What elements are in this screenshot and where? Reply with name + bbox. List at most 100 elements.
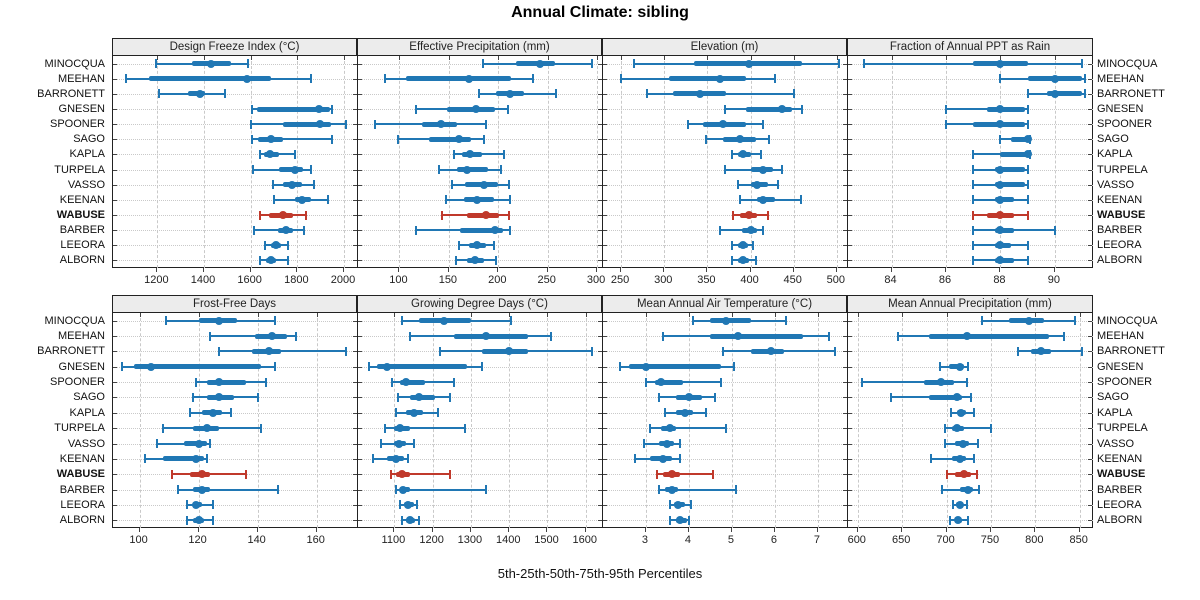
row-tick-left xyxy=(603,63,607,65)
median-dot xyxy=(291,165,299,174)
h-gridline xyxy=(848,320,1093,322)
whisker-cap-5th xyxy=(401,316,404,326)
whisker-cap-95th xyxy=(965,500,968,510)
whisker-cap-5th xyxy=(259,255,262,265)
h-gridline xyxy=(113,230,358,232)
site-label: SPOONER xyxy=(49,118,105,131)
panel-body-elevation-m xyxy=(602,56,848,268)
whisker-cap-5th xyxy=(395,485,398,495)
axis-tick-label: 1100 xyxy=(381,534,406,546)
axis-tick-top xyxy=(891,56,893,60)
panel-axis-effective-precipitation-mm: 100 150 200 250 300 xyxy=(357,268,605,292)
whisker-cap-5th xyxy=(945,119,947,129)
whisker-cap-5th xyxy=(642,439,645,449)
median-dot xyxy=(315,120,324,129)
median-dot xyxy=(953,393,962,402)
median-dot xyxy=(955,500,964,509)
whisker-line xyxy=(720,229,764,232)
row-tick-right xyxy=(1088,458,1092,460)
axis-tick-top xyxy=(707,56,709,60)
whisker-cap-95th xyxy=(733,362,736,372)
iqr-bar-25th-75th xyxy=(429,136,471,142)
whisker-line xyxy=(944,427,991,430)
panel-body-effective-precipitation-mm xyxy=(357,56,603,268)
axis-tick xyxy=(546,528,548,532)
row-tick-right xyxy=(353,320,357,322)
whisker-cap-95th xyxy=(509,225,512,235)
h-gridline xyxy=(848,78,1093,80)
h-gridline xyxy=(113,169,358,171)
row-tick-right xyxy=(353,109,357,110)
whisker-cap-95th xyxy=(752,240,755,250)
row-tick-right xyxy=(353,154,357,156)
row-tick-right xyxy=(1088,320,1092,322)
site-label: KEENAN xyxy=(1097,452,1143,465)
row-tick-right xyxy=(843,154,847,156)
row-tick-right xyxy=(843,520,847,522)
row-tick-left xyxy=(848,230,852,232)
whisker-cap-5th xyxy=(415,104,418,114)
whisker-cap-5th xyxy=(251,104,254,114)
row-tick-left xyxy=(603,382,607,384)
row-tick-left xyxy=(848,412,852,414)
site-label: MEEHAN xyxy=(57,330,105,343)
whisker-line xyxy=(396,488,487,491)
whisker-cap-5th xyxy=(981,316,984,326)
whisker-cap-5th xyxy=(438,165,440,175)
site-label: TURPELA xyxy=(54,422,105,435)
median-dot xyxy=(721,316,730,325)
row-tick-left xyxy=(603,443,607,445)
row-tick-left xyxy=(848,124,852,126)
whisker-cap-5th xyxy=(252,165,254,175)
row-tick-right xyxy=(353,230,357,232)
whisker-cap-95th xyxy=(206,454,209,464)
panel-axis-mean-annual-air-temperature-c: 3 4 5 6 7 xyxy=(602,528,847,552)
row-tick-right xyxy=(1088,230,1092,232)
axis-tick xyxy=(999,268,1001,272)
row-tick-left xyxy=(358,504,362,506)
panel-body-mean-annual-air-temperature-c xyxy=(602,313,848,528)
whisker-cap-95th xyxy=(500,165,503,175)
row-tick-left xyxy=(603,412,607,414)
iqr-bar-25th-75th xyxy=(986,106,1025,112)
whisker-cap-95th xyxy=(713,392,716,402)
row-tick-left xyxy=(603,245,607,247)
axis-tick xyxy=(431,528,433,532)
row-tick-left xyxy=(848,504,852,506)
site-label: SAGO xyxy=(1097,391,1129,404)
whisker-cap-5th xyxy=(730,240,733,250)
whisker-cap-5th xyxy=(704,134,707,144)
whisker-cap-5th xyxy=(368,362,371,372)
axis-tick xyxy=(197,528,199,532)
median-dot xyxy=(1023,150,1032,159)
axis-tick xyxy=(256,528,258,532)
row-tick-left xyxy=(113,78,117,80)
whisker-cap-5th xyxy=(619,362,622,372)
whisker-cap-95th xyxy=(554,89,557,99)
axis-tick xyxy=(663,268,665,272)
whisker-cap-95th xyxy=(230,408,233,418)
median-dot xyxy=(281,226,290,235)
panel-axis-design-freeze-index-c: 1200 1400 1600 1800 2000 xyxy=(112,268,357,292)
whisker-cap-5th xyxy=(634,454,637,464)
whisker-cap-95th xyxy=(294,149,296,159)
axis-tick-top xyxy=(731,313,733,317)
median-dot xyxy=(996,180,1005,189)
whisker-cap-5th xyxy=(730,149,733,159)
row-tick-left xyxy=(113,474,117,476)
h-gridline xyxy=(848,245,1093,247)
whisker-cap-95th xyxy=(766,210,769,220)
median-dot xyxy=(491,226,500,235)
row-tick-left xyxy=(848,443,852,445)
row-tick-left xyxy=(603,169,607,171)
iqr-bar-25th-75th xyxy=(995,197,1015,203)
median-dot xyxy=(996,165,1005,174)
iqr-bar-25th-75th xyxy=(995,257,1015,263)
v-gridline xyxy=(498,56,500,268)
axis-tick-label: 120 xyxy=(188,534,207,546)
row-tick-right xyxy=(598,93,602,95)
whisker-cap-95th xyxy=(1026,240,1029,250)
whisker-cap-5th xyxy=(889,392,892,402)
axis-tick xyxy=(644,528,646,532)
whisker-cap-5th xyxy=(209,331,212,341)
